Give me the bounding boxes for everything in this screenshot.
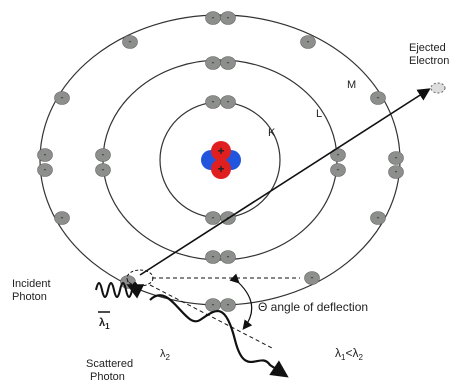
electron-sign: - xyxy=(102,149,105,159)
electron-sign: - xyxy=(61,212,64,222)
electron-sign: - xyxy=(44,149,47,159)
electron-sign: - xyxy=(227,251,230,261)
angle-label: Θ angle of deflection xyxy=(258,300,368,314)
electron-sign: - xyxy=(227,299,230,309)
electron-sign: - xyxy=(129,36,132,46)
angle-arc xyxy=(238,282,252,328)
electron-sign: - xyxy=(212,212,215,222)
nucleus: + + xyxy=(201,141,241,179)
electron-sign: - xyxy=(307,36,310,46)
diagram: ---------------------------- + + M L K E… xyxy=(0,0,449,385)
scattered-label: Photon xyxy=(90,371,125,383)
subscript: 2 xyxy=(166,353,171,362)
electron-sign: - xyxy=(212,57,215,67)
proton-sign: + xyxy=(217,162,224,176)
electron-sign: - xyxy=(102,164,105,174)
electron-sign: - xyxy=(337,149,340,159)
electron-sign: - xyxy=(212,251,215,261)
electron-sign: - xyxy=(227,12,230,22)
electron-sign: - xyxy=(227,96,230,106)
electron-sign: - xyxy=(395,152,398,162)
ejected-electron-icon xyxy=(431,83,445,93)
operator: < xyxy=(345,346,352,360)
ejected-label: Ejected xyxy=(409,42,446,54)
proton-sign: + xyxy=(217,144,224,158)
electron-sign: - xyxy=(377,212,380,222)
electron-sign: - xyxy=(212,299,215,309)
electron-sign: - xyxy=(212,96,215,106)
electron-sign: - xyxy=(44,164,47,174)
scattered-label: Scattered xyxy=(86,358,133,370)
electron-sign: - xyxy=(337,164,340,174)
electron-sign: - xyxy=(127,276,130,286)
lambda1: λ1 xyxy=(99,317,110,331)
ejected-label: Electron xyxy=(409,55,449,67)
electron-sign: - xyxy=(212,12,215,22)
ejection-arrow xyxy=(140,90,428,275)
electron-sign: - xyxy=(377,92,380,102)
incident-label: Incident xyxy=(12,278,51,290)
subscript: 1 xyxy=(105,322,110,331)
incident-label: Photon xyxy=(12,291,47,303)
electron-sign: - xyxy=(395,166,398,176)
electron-sign: - xyxy=(61,92,64,102)
subscript: 2 xyxy=(358,353,363,362)
relation: λ1<λ2 xyxy=(335,346,363,362)
shell-label: K xyxy=(268,127,276,139)
lambda2: λ2 xyxy=(160,348,171,362)
scatter-line xyxy=(150,285,272,348)
shell-label: M xyxy=(347,79,356,91)
electron-sign: - xyxy=(227,57,230,67)
electron-sign: - xyxy=(311,272,314,282)
shell-label: L xyxy=(316,108,322,120)
